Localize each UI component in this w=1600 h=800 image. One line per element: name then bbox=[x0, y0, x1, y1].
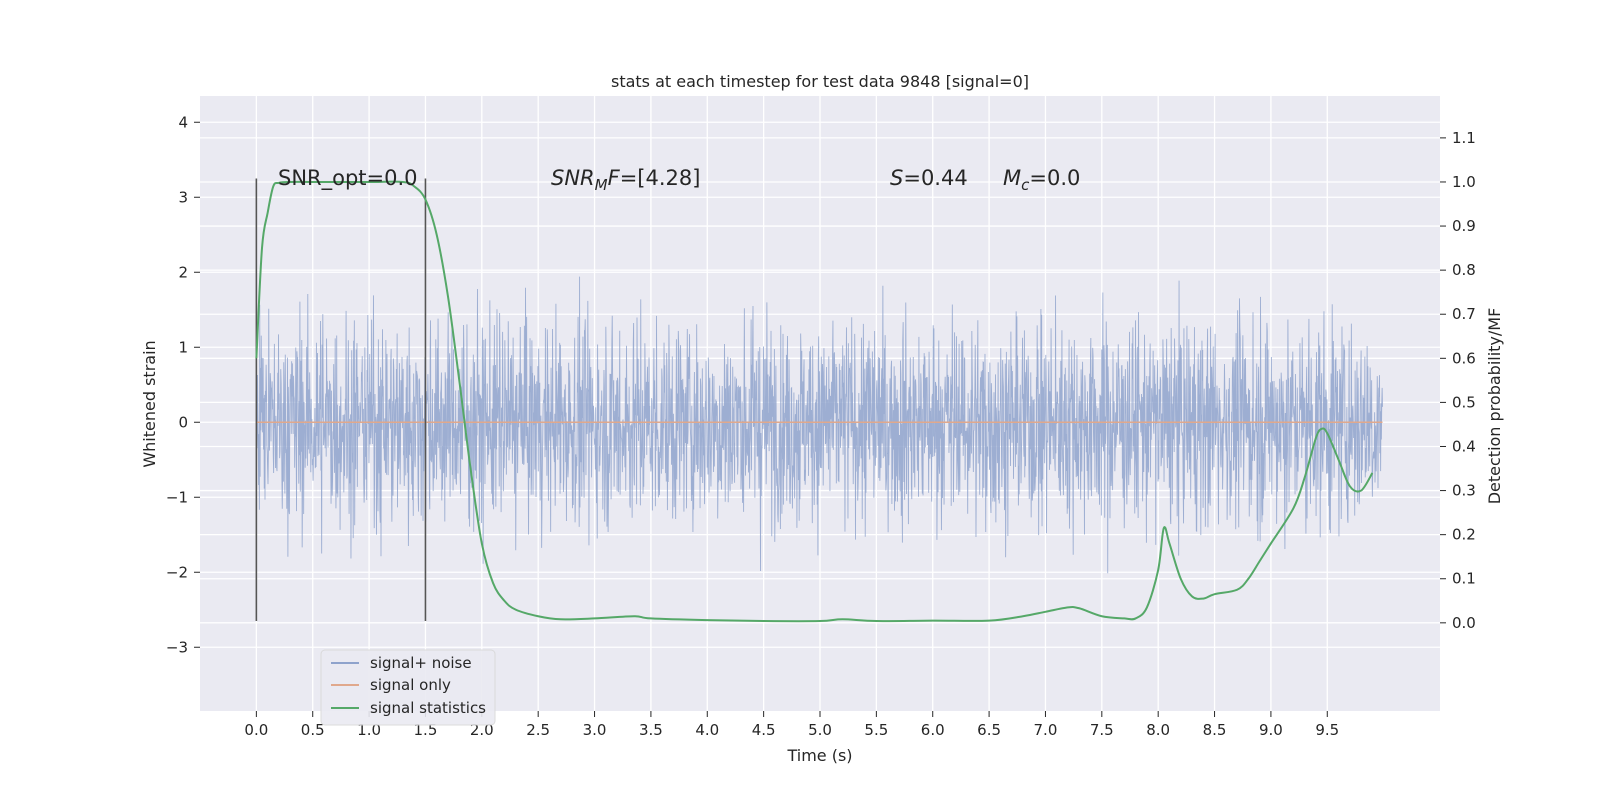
y-axis-right-label: Detection probability/MF bbox=[1485, 308, 1504, 505]
x-axis-label: Time (s) bbox=[786, 746, 852, 765]
vertical-markers bbox=[255, 178, 427, 621]
y-tick-label: 1 bbox=[178, 338, 188, 356]
y-right-tick-label: 0.6 bbox=[1452, 349, 1476, 367]
x-tick-label: 7.5 bbox=[1090, 721, 1114, 739]
x-tick-label: 4.5 bbox=[752, 721, 776, 739]
x-tick-label: 5.0 bbox=[808, 721, 832, 739]
y-right-tick-label: 0.1 bbox=[1452, 570, 1476, 588]
y-right-tick-label: 0.4 bbox=[1452, 437, 1476, 455]
legend-label-signal-statistics: signal statistics bbox=[370, 699, 486, 717]
y-right-tick-label: 0.8 bbox=[1452, 261, 1476, 279]
chart-title: stats at each timestep for test data 984… bbox=[611, 72, 1029, 91]
x-tick-label: 3.0 bbox=[583, 721, 607, 739]
y-right-tick-label: 1.1 bbox=[1452, 129, 1476, 147]
y-right-tick-label: 0.9 bbox=[1452, 217, 1476, 235]
y-right-tick-label: 1.0 bbox=[1452, 173, 1476, 191]
y-tick-label: 3 bbox=[178, 188, 188, 206]
x-tick-label: 6.0 bbox=[921, 721, 945, 739]
y-right-tick-label: 0.0 bbox=[1452, 614, 1476, 632]
x-tick-label: 8.0 bbox=[1146, 721, 1170, 739]
y-right-tick-label: 0.3 bbox=[1452, 482, 1476, 500]
signal-statistics-line bbox=[255, 180, 1374, 623]
series-signal-noise bbox=[255, 276, 1383, 574]
y-tick-label: −2 bbox=[166, 563, 188, 581]
series-signal-statistics bbox=[255, 180, 1374, 623]
annotation-s: S=0.44 bbox=[890, 166, 968, 190]
signal-noise-line bbox=[255, 276, 1383, 574]
y-tick-label: 2 bbox=[178, 263, 188, 281]
y-tick-label: −3 bbox=[166, 638, 188, 656]
y-tick-label: 4 bbox=[178, 113, 188, 131]
snr-mf-value: =[4.28] bbox=[620, 166, 701, 190]
legend-box bbox=[320, 649, 496, 726]
annotation-mc: Mc=0.0 bbox=[1003, 166, 1080, 194]
legend: signal+ noise signal only signal statist… bbox=[320, 649, 496, 726]
legend-label-signal-only: signal only bbox=[370, 676, 451, 694]
y-axis-label: Whitened strain bbox=[140, 340, 159, 467]
y-right-tick-label: 0.7 bbox=[1452, 305, 1476, 323]
y-tick-label: −1 bbox=[166, 488, 188, 506]
x-tick-label: 0.0 bbox=[244, 721, 268, 739]
x-tick-label: 9.0 bbox=[1259, 721, 1283, 739]
annotation-snr-mf: SNRMF=[4.28] bbox=[551, 166, 700, 194]
x-tick-label: 2.5 bbox=[526, 721, 550, 739]
x-tick-label: 6.5 bbox=[977, 721, 1001, 739]
x-tick-label: 8.5 bbox=[1203, 721, 1227, 739]
y-tick-label: 0 bbox=[178, 413, 188, 431]
svg-text:SNRMF=[4.28]: SNRMF=[4.28] bbox=[551, 166, 700, 194]
x-tick-label: 3.5 bbox=[639, 721, 663, 739]
y-right-tick-label: 0.2 bbox=[1452, 526, 1476, 544]
legend-label-signal-noise: signal+ noise bbox=[370, 654, 472, 672]
y-right-tick-label: 0.5 bbox=[1452, 393, 1476, 411]
x-tick-label: 9.5 bbox=[1315, 721, 1339, 739]
x-tick-label: 0.5 bbox=[301, 721, 325, 739]
x-tick-label: 4.0 bbox=[695, 721, 719, 739]
x-tick-label: 5.5 bbox=[864, 721, 888, 739]
svg-text:SNR_opt=0.0: SNR_opt=0.0 bbox=[278, 166, 418, 191]
svg-text:Mc=0.0: Mc=0.0 bbox=[1003, 166, 1080, 194]
svg-text:S=0.44: S=0.44 bbox=[890, 166, 968, 190]
annotation-snr-opt: SNR_opt=0.0 bbox=[278, 166, 418, 191]
x-tick-label: 7.0 bbox=[1034, 721, 1058, 739]
